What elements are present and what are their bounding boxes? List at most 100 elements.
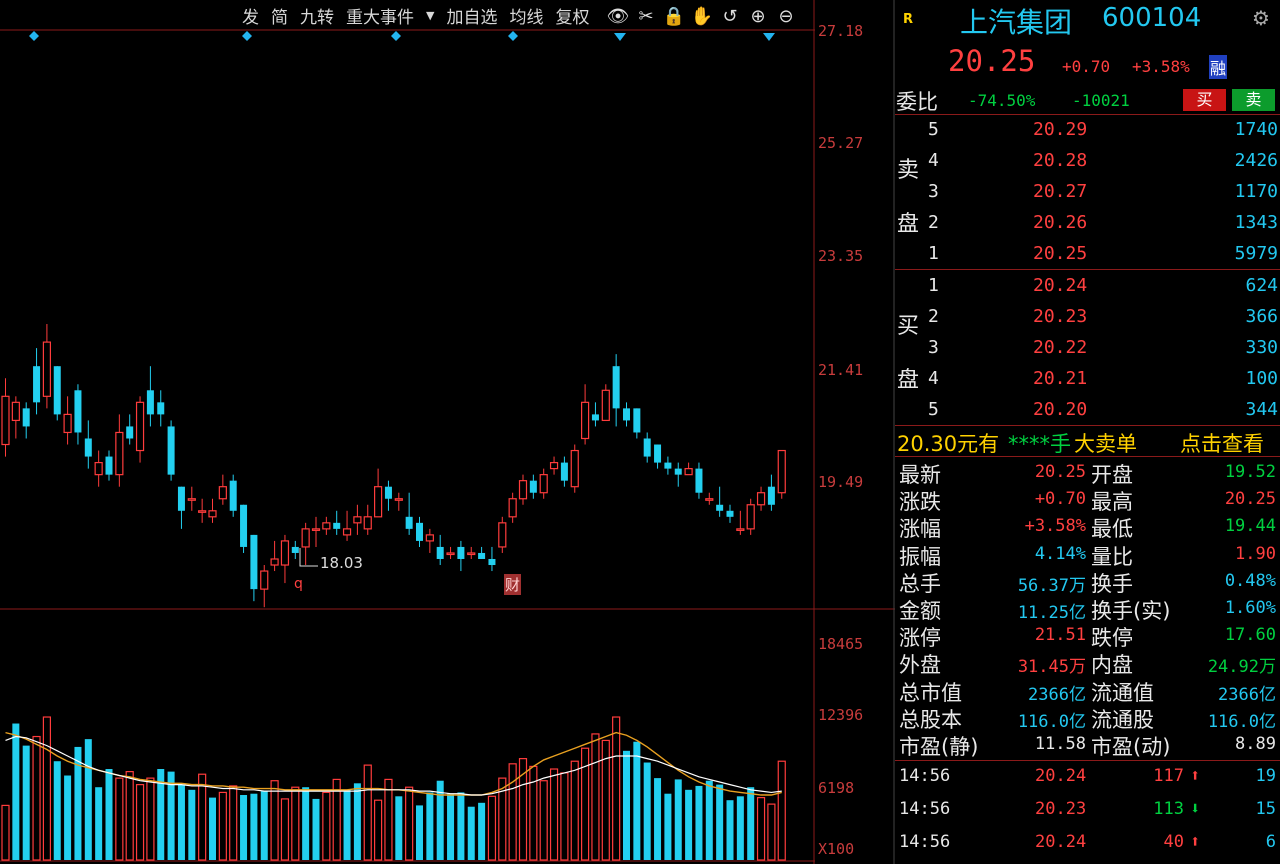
stat-label: 外盘: [899, 653, 941, 678]
eye-icon[interactable]: 👁: [606, 5, 630, 27]
banner-stars: ****手: [1008, 432, 1071, 456]
toolbar-add-watchlist-button[interactable]: 加自选: [446, 7, 498, 28]
candle-body: [33, 366, 41, 403]
kline-chart[interactable]: [0, 0, 895, 864]
sell-button[interactable]: 卖: [1232, 89, 1275, 111]
stat-value: 19.44: [1224, 516, 1276, 537]
volume-bar: [633, 741, 641, 860]
volume-bar: [343, 789, 351, 860]
scissors-icon[interactable]: ✂: [638, 5, 654, 27]
volume-bar: [135, 784, 145, 861]
asks-level: 3: [928, 181, 939, 202]
low-price-annotation: 18.03: [320, 554, 363, 572]
volume-bar: [167, 771, 175, 860]
candle-body: [384, 486, 392, 499]
toolbar-fa-button[interactable]: 发: [242, 7, 259, 28]
event-marker-cai[interactable]: 财: [504, 574, 522, 595]
stat-label: 最高: [1091, 490, 1133, 515]
volume-bar: [560, 772, 569, 861]
candle-body: [157, 402, 165, 415]
banner-price: 20.30元有: [897, 432, 1000, 456]
toolbar-rights-button[interactable]: 复权: [555, 7, 590, 28]
event-marker-q[interactable]: q: [294, 576, 303, 592]
candle-body: [539, 474, 548, 494]
volume-bar: [302, 787, 310, 860]
volume-bar: [332, 778, 341, 861]
volume-bar: [270, 780, 279, 861]
volume-bar: [363, 764, 372, 861]
asks-volume: 1740: [1234, 119, 1278, 140]
candle-body: [684, 468, 693, 476]
toolbar-jiuzhuan-button[interactable]: 九转: [300, 7, 334, 28]
arrow-up-icon: ⬆: [1190, 766, 1201, 786]
volume-bar: [601, 739, 610, 861]
banner-view-link[interactable]: 点击查看: [1180, 432, 1264, 456]
candle-body: [291, 546, 299, 553]
volume-bar: [478, 802, 486, 860]
buy-side-label: 买: [897, 314, 920, 339]
margin-badge: R: [903, 12, 914, 27]
candle-body: [301, 528, 310, 548]
tick-price: 20.23: [1035, 799, 1087, 819]
candle-body: [115, 431, 124, 476]
zoom-in-icon[interactable]: ⊕: [750, 5, 766, 27]
event-triangle-icon: [614, 33, 626, 41]
undo-icon[interactable]: ↺: [722, 5, 738, 27]
toolbar-ma-button[interactable]: 均线: [509, 7, 544, 28]
lock-icon[interactable]: 🔒: [662, 5, 686, 27]
stat-value: 0.48%: [1224, 570, 1276, 591]
candle-body: [612, 366, 620, 409]
price-axis-label: 21.41: [818, 361, 864, 379]
hand-icon[interactable]: ✋: [690, 5, 714, 27]
stat-label: 市盈(动): [1091, 735, 1171, 759]
volume-bar: [416, 805, 423, 860]
stat-value: 1.60%: [1224, 598, 1276, 618]
volume-bar: [146, 777, 155, 861]
toolbar-dropdown-arrow[interactable]: ▼: [426, 8, 435, 22]
candle-body: [198, 510, 207, 513]
stat-label: 流通股: [1091, 707, 1154, 732]
volume-bar: [747, 787, 755, 860]
candle-body: [549, 461, 559, 470]
volume-bar: [374, 799, 383, 861]
volume-axis-label: 18465: [818, 635, 864, 653]
volume-bar: [22, 745, 30, 860]
volume-axis-label: 12396: [818, 706, 864, 724]
bids-level: 5: [928, 399, 939, 420]
volume-bar: [508, 763, 517, 861]
candle-body: [105, 456, 113, 475]
zoom-out-icon[interactable]: ⊖: [778, 5, 794, 27]
stat-label: 金额: [899, 599, 941, 623]
candle-body: [229, 480, 237, 511]
price-axis-label: 19.49: [818, 473, 864, 491]
volume-bar: [240, 795, 248, 860]
candle-body: [311, 528, 321, 531]
bids-level: 4: [928, 368, 939, 389]
volume-bar: [457, 792, 465, 860]
volume-bar: [674, 779, 682, 860]
volume-bar: [105, 769, 113, 860]
volume-bar: [767, 803, 776, 861]
stock-code: 600104: [1102, 3, 1202, 33]
toolbar-major-events-button[interactable]: 重大事件: [346, 7, 414, 28]
banner-big-order: 大卖单: [1074, 432, 1137, 456]
bids-level: 3: [928, 337, 939, 358]
stat-label: 总股本: [899, 707, 962, 732]
bids-price: 20.21: [1033, 368, 1088, 389]
candle-body: [736, 528, 745, 531]
settings-gear-icon[interactable]: ⚙: [1252, 6, 1270, 30]
tick-price: 20.24: [1035, 766, 1087, 786]
candle-body: [654, 444, 662, 463]
volume-bar: [209, 797, 216, 860]
stat-value: 21.51: [1034, 625, 1086, 646]
buy-button[interactable]: 买: [1183, 89, 1226, 111]
toolbar-jian-button[interactable]: 简: [271, 7, 288, 28]
candle-body: [467, 552, 476, 556]
stat-value: 17.60: [1224, 625, 1276, 646]
candle-body: [446, 552, 455, 556]
tick-volume: 113: [1153, 799, 1184, 819]
candle-body: [250, 534, 258, 590]
tick-time: 14:56: [899, 832, 951, 852]
stat-label: 最新: [899, 463, 941, 487]
stat-value: 24.92万: [1207, 657, 1276, 678]
